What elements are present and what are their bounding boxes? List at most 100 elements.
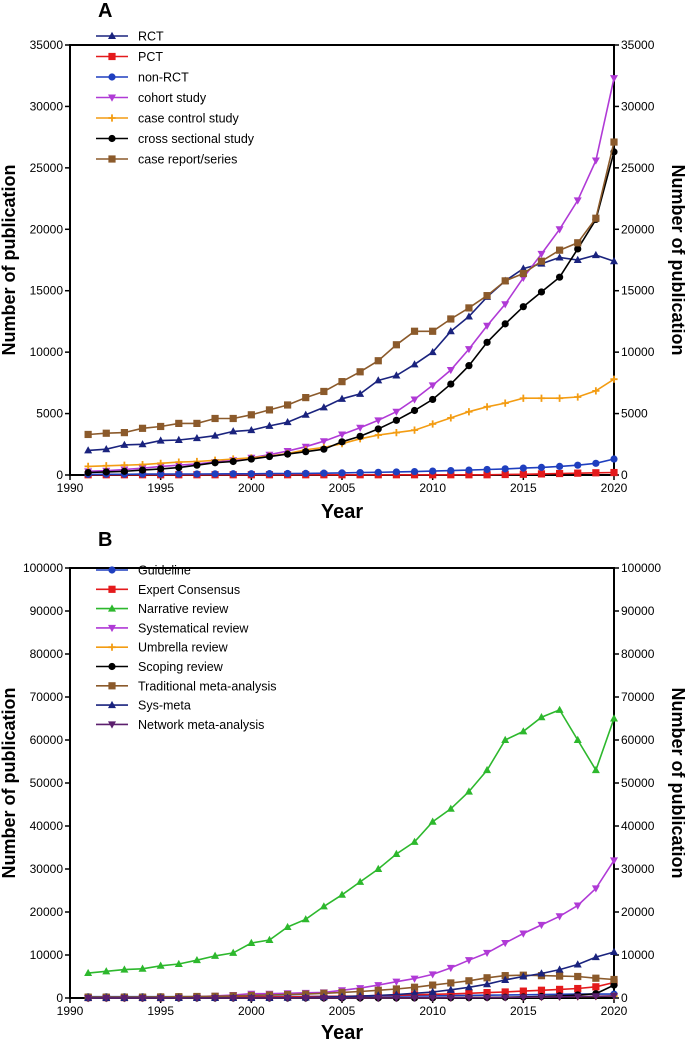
series-line bbox=[88, 378, 615, 468]
data-point bbox=[446, 964, 455, 973]
series-cross-sectional-study bbox=[84, 148, 618, 477]
data-point bbox=[610, 257, 618, 265]
data-point bbox=[465, 304, 473, 312]
data-point bbox=[501, 301, 510, 309]
data-point bbox=[356, 877, 365, 885]
data-point bbox=[556, 394, 564, 402]
data-point bbox=[537, 288, 546, 296]
data-point bbox=[265, 470, 274, 478]
y-tick-label-right: 100000 bbox=[621, 561, 661, 575]
data-point bbox=[247, 411, 255, 419]
data-point bbox=[465, 989, 473, 997]
x-tick-label: 2010 bbox=[419, 1004, 446, 1018]
data-point bbox=[374, 982, 383, 990]
data-point bbox=[138, 440, 147, 448]
legend-swatch-marker bbox=[108, 566, 116, 574]
series-case-report-series bbox=[84, 138, 618, 439]
y-tick-label-left: 30000 bbox=[30, 99, 64, 113]
data-point bbox=[374, 864, 383, 872]
legend-item: PCT bbox=[96, 50, 163, 64]
y-axis-title-left: Number of publication bbox=[0, 688, 19, 879]
legend-label: Scoping review bbox=[138, 660, 224, 674]
legend-item: cohort study bbox=[96, 91, 207, 105]
data-point bbox=[229, 414, 237, 423]
data-point bbox=[501, 470, 509, 479]
data-point bbox=[338, 378, 346, 386]
data-point bbox=[374, 425, 382, 433]
data-point bbox=[429, 327, 437, 335]
x-axis-title: Year bbox=[321, 501, 363, 523]
data-point bbox=[610, 981, 618, 989]
legend-label: cohort study bbox=[138, 91, 207, 105]
data-point bbox=[356, 468, 364, 477]
x-tick-label: 2005 bbox=[329, 481, 356, 495]
data-point bbox=[556, 972, 564, 980]
series-line bbox=[88, 254, 615, 452]
data-point bbox=[573, 960, 582, 968]
data-point bbox=[374, 468, 382, 476]
series-layer bbox=[84, 75, 618, 479]
data-point bbox=[211, 951, 220, 959]
data-point bbox=[175, 464, 183, 472]
y-tick-label-left: 15000 bbox=[30, 284, 64, 298]
data-point bbox=[120, 429, 128, 437]
axes: 0 0 5000 5000 10000 10000 15000 15000 20000 20000… bbox=[30, 38, 655, 495]
y-tick-label-right: 35000 bbox=[621, 38, 655, 52]
data-point bbox=[501, 988, 509, 996]
data-point bbox=[573, 902, 582, 910]
legend-item: Expert Consensus bbox=[96, 583, 240, 597]
y-axis-title-left: Number of publication bbox=[0, 165, 19, 356]
data-point bbox=[483, 765, 492, 774]
data-point bbox=[84, 462, 92, 470]
x-tick-label: 2000 bbox=[238, 1004, 265, 1018]
data-point bbox=[338, 890, 346, 898]
data-point bbox=[592, 983, 600, 991]
data-point bbox=[519, 394, 527, 402]
data-point bbox=[392, 408, 401, 416]
data-point bbox=[374, 995, 383, 1003]
data-point bbox=[483, 471, 491, 479]
data-point bbox=[483, 338, 491, 346]
data-point bbox=[483, 292, 491, 300]
panel-label: B bbox=[98, 529, 112, 551]
data-point bbox=[229, 995, 238, 1003]
data-point bbox=[428, 994, 437, 1003]
data-point bbox=[592, 974, 600, 982]
data-point bbox=[428, 382, 437, 390]
data-point bbox=[229, 457, 237, 466]
data-point bbox=[102, 429, 110, 437]
data-point bbox=[447, 380, 455, 388]
x-tick-label: 2020 bbox=[601, 481, 628, 495]
data-point bbox=[447, 979, 455, 987]
y-tick-label-left: 70000 bbox=[30, 690, 64, 704]
legend-swatch-marker bbox=[108, 662, 116, 671]
data-point bbox=[464, 787, 473, 795]
data-point bbox=[501, 972, 509, 980]
data-point bbox=[592, 459, 600, 467]
data-point bbox=[410, 467, 419, 476]
y-tick-label-left: 60000 bbox=[30, 733, 64, 747]
data-point bbox=[102, 967, 111, 975]
data-point bbox=[537, 257, 546, 265]
y-tick-label-left: 50000 bbox=[30, 776, 64, 790]
legend-label: Guideline bbox=[138, 564, 191, 578]
data-point bbox=[465, 362, 473, 370]
data-point bbox=[356, 368, 364, 376]
data-point bbox=[519, 727, 528, 735]
y-tick-label-right: 5000 bbox=[621, 407, 648, 421]
data-point bbox=[592, 469, 600, 477]
y-tick-label-left: 20000 bbox=[30, 905, 64, 919]
data-point bbox=[483, 994, 492, 1002]
data-point bbox=[338, 438, 346, 446]
data-point bbox=[102, 468, 110, 476]
y-tick-label-right: 10000 bbox=[621, 345, 655, 359]
data-point bbox=[374, 986, 382, 994]
data-point bbox=[574, 469, 582, 477]
data-point bbox=[301, 410, 310, 418]
data-point bbox=[573, 197, 582, 205]
legend-label: non-RCT bbox=[138, 71, 189, 85]
data-point bbox=[428, 987, 437, 995]
legend-item: Systematical review bbox=[96, 621, 249, 635]
data-point bbox=[556, 246, 564, 254]
data-point bbox=[537, 463, 546, 471]
